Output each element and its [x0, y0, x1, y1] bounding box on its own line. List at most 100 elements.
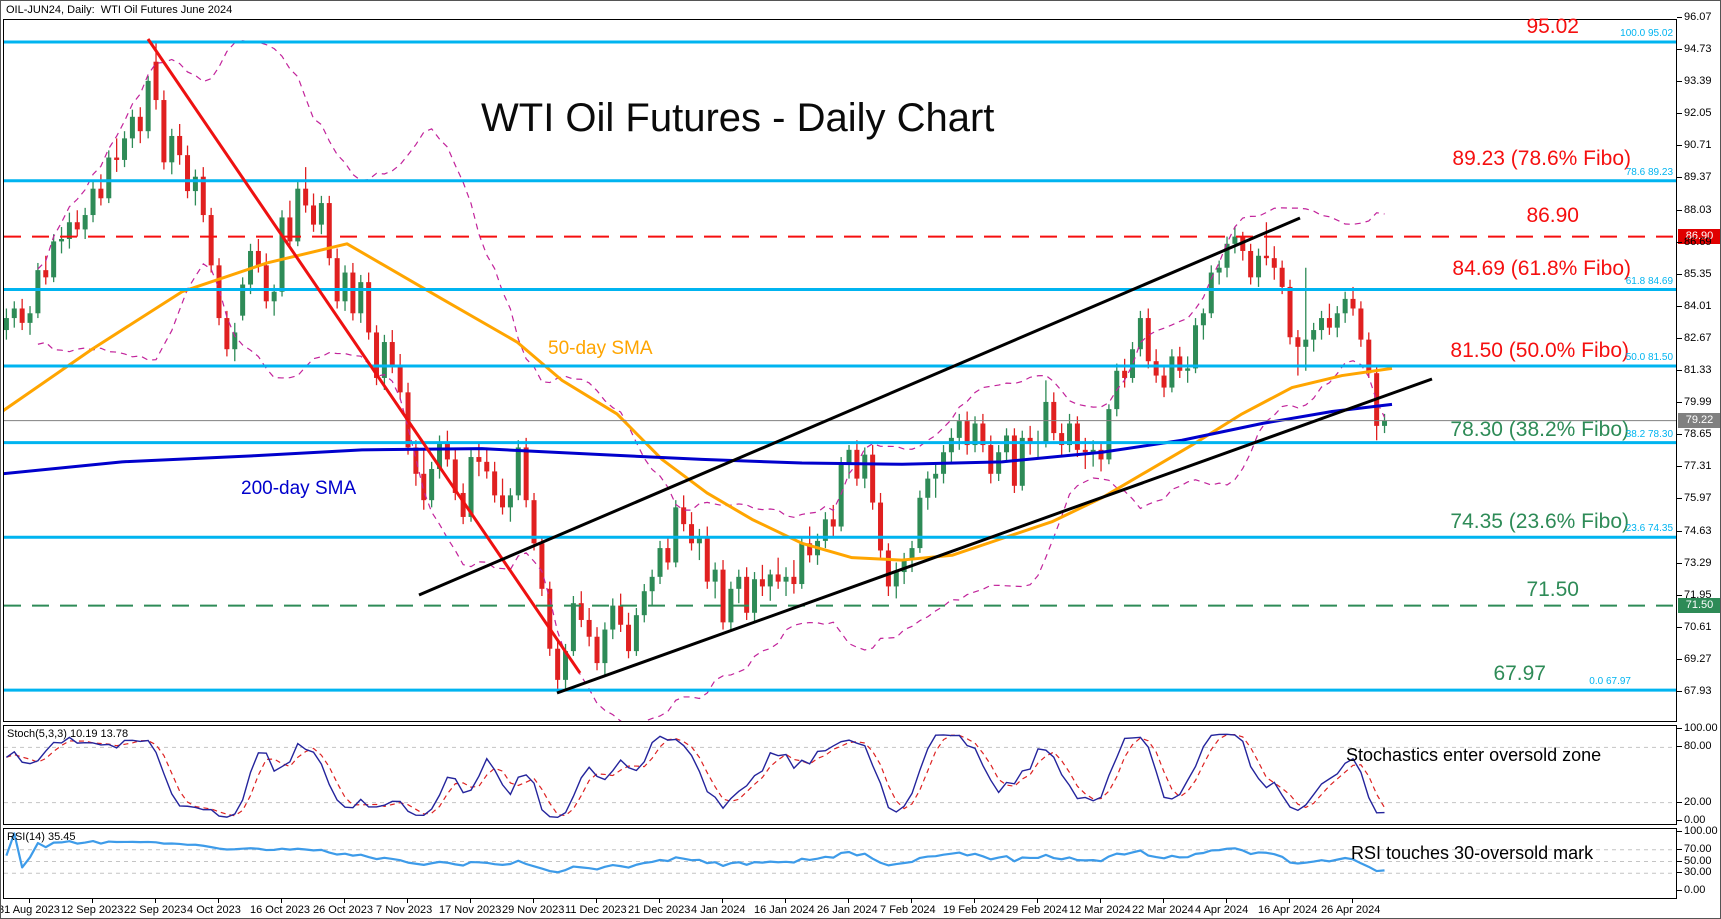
- rsi-scale-label: 30.00: [1684, 866, 1712, 879]
- candle-body: [799, 543, 805, 585]
- x-axis-date-label: 16 Oct 2023: [250, 904, 310, 916]
- x-axis-tick-mark: [659, 899, 661, 903]
- candle-body: [752, 579, 758, 613]
- y-axis-tick-label: 69.27: [1684, 653, 1712, 666]
- downtrend-line[interactable]: [146, 38, 582, 674]
- stochastic-panel[interactable]: [3, 725, 1677, 825]
- candle-body: [1067, 423, 1073, 446]
- y-axis-tick-mark: [1677, 337, 1682, 339]
- x-axis-tick-mark: [911, 899, 913, 903]
- y-axis-tick-label: 86.69: [1684, 235, 1712, 248]
- level-label-81.5[interactable]: 81.50 (50.0% Fibo): [1450, 339, 1629, 362]
- fibo-tag-67.97: 0.0 67.97: [1589, 676, 1631, 688]
- candle-body: [720, 569, 726, 623]
- candle-body: [759, 579, 765, 587]
- candle-body: [641, 591, 647, 616]
- candle-body: [334, 258, 340, 302]
- candle-body: [846, 449, 852, 465]
- candle-body: [295, 188, 301, 242]
- candle-body: [1295, 337, 1301, 347]
- level-label-95.02[interactable]: 95.02: [1526, 15, 1579, 38]
- candle-body: [673, 507, 679, 563]
- level-label-84.69[interactable]: 84.69 (61.8% Fibo): [1452, 257, 1631, 280]
- stochastic-annotation[interactable]: Stochastics enter oversold zone: [1346, 745, 1602, 765]
- y-axis-tick-mark: [1677, 594, 1682, 596]
- level-label-78.3[interactable]: 78.30 (38.2% Fibo): [1450, 418, 1629, 441]
- candle-body: [980, 423, 986, 446]
- sma200-line: [4, 402, 1393, 476]
- price-chart-canvas[interactable]: [4, 20, 1676, 721]
- y-axis-tick-label: 77.31: [1684, 460, 1712, 473]
- y-axis-tick-mark: [1677, 145, 1682, 147]
- rsi-scale-tick: [1677, 872, 1682, 874]
- x-axis-tick-mark: [155, 899, 157, 903]
- channel-lower-line[interactable]: [556, 377, 1433, 695]
- sma50-label[interactable]: 50-day SMA: [548, 338, 653, 359]
- y-axis-tick-label: 88.03: [1684, 203, 1712, 216]
- x-axis-tick-mark: [1352, 899, 1354, 903]
- fibo-tag-74.35: 23.6 74.35: [1625, 523, 1673, 535]
- candle-body: [948, 437, 954, 453]
- x-axis-date-label: 12 Sep 2023: [61, 904, 124, 916]
- x-axis-tick-mark: [407, 899, 409, 903]
- candle-body: [1090, 449, 1096, 453]
- candle-body: [586, 619, 592, 637]
- candle-body: [98, 188, 104, 199]
- candle-body: [783, 576, 789, 582]
- y-axis-tick-mark: [1677, 305, 1682, 307]
- y-axis-tick-mark: [1677, 659, 1682, 661]
- rsi-panel[interactable]: [3, 828, 1677, 899]
- candle-body: [862, 454, 868, 479]
- level-label-67.97[interactable]: 67.97: [1493, 662, 1546, 685]
- main-chart-panel[interactable]: [3, 19, 1677, 722]
- fibo-tag-78.3: 38.2 78.30: [1625, 428, 1673, 440]
- candle-body: [1279, 267, 1285, 287]
- price-badge-86.9: 86.90: [1678, 228, 1720, 244]
- candle-body: [649, 576, 655, 592]
- candle-body: [736, 576, 742, 589]
- candle-body: [956, 421, 962, 438]
- x-axis-date-label: 4 Jan 2024: [691, 904, 746, 916]
- candle-body: [657, 548, 663, 577]
- y-axis-tick-label: 79.99: [1684, 396, 1712, 409]
- stoch-scale-tick: [1677, 801, 1682, 803]
- x-axis-tick-mark: [1289, 899, 1291, 903]
- candle-body: [413, 447, 419, 474]
- candle-body: [27, 313, 33, 323]
- candle-body: [1130, 349, 1136, 378]
- level-label-71.5[interactable]: 71.50: [1526, 578, 1579, 601]
- candle-body: [255, 250, 261, 266]
- level-label-89.23[interactable]: 89.23 (78.6% Fibo): [1452, 147, 1631, 170]
- chart-title-annotation[interactable]: WTI Oil Futures - Daily Chart: [481, 96, 995, 140]
- x-axis-date-label: 4 Apr 2024: [1195, 904, 1249, 916]
- candle-body: [1319, 318, 1325, 331]
- rsi-line: [5, 832, 1385, 874]
- level-label-74.35[interactable]: 74.35 (23.6% Fibo): [1450, 510, 1629, 533]
- candle-body: [1382, 420, 1388, 426]
- rsi-annotation[interactable]: RSI touches 30-oversold mark: [1351, 843, 1594, 863]
- candle-body: [665, 548, 671, 563]
- candle-body: [1232, 236, 1238, 244]
- candle-body: [775, 574, 781, 582]
- candle-body: [1342, 298, 1348, 314]
- candle-body: [1303, 339, 1309, 347]
- channel-upper-line[interactable]: [418, 216, 1301, 597]
- candle-body: [704, 538, 710, 582]
- rsi-scale-label: 70.00: [1684, 842, 1712, 855]
- stoch-main-line: [5, 733, 1385, 819]
- candle-body: [830, 519, 836, 527]
- x-axis-tick-mark: [1226, 899, 1228, 903]
- candle-body: [1145, 318, 1151, 362]
- candle-body: [1161, 375, 1167, 388]
- candle-body: [1137, 318, 1143, 350]
- candle-body: [358, 282, 364, 314]
- candle-body: [555, 648, 561, 680]
- candle-body: [507, 495, 513, 508]
- level-label-86.9[interactable]: 86.90: [1526, 204, 1579, 227]
- candle-body: [594, 636, 600, 664]
- rsi-canvas: [4, 832, 1676, 874]
- candle-body: [885, 550, 891, 587]
- sma200-label[interactable]: 200-day SMA: [241, 478, 357, 499]
- y-axis-tick-mark: [1677, 530, 1682, 532]
- y-axis-tick-mark: [1677, 691, 1682, 693]
